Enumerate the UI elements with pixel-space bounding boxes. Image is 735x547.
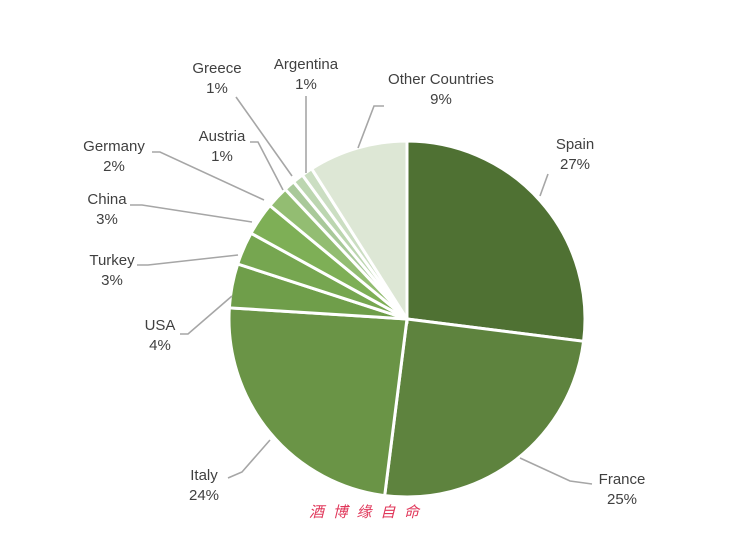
slice-value-italy: 24%	[189, 487, 219, 504]
slice-value-turkey: 3%	[101, 272, 123, 289]
slice-label-turkey: Turkey	[89, 252, 135, 269]
slice-label-china: China	[87, 191, 127, 208]
leader-line-other-countries	[357, 105, 384, 149]
pie-slice-other-countries	[309, 139, 409, 325]
slice-value-argentina: 1%	[295, 76, 317, 93]
slice-value-usa: 4%	[149, 337, 171, 354]
leader-line-italy	[227, 439, 271, 479]
slice-value-france: 25%	[607, 491, 637, 508]
slice-label-spain: Spain	[556, 136, 594, 153]
leader-line-china	[130, 204, 253, 223]
leader-line-turkey	[137, 254, 239, 266]
slice-value-austria: 1%	[211, 148, 233, 165]
slice-label-germany: Germany	[83, 138, 145, 155]
watermark-text: 酒 博 缘 自 命	[309, 503, 421, 521]
slice-value-spain: 27%	[560, 156, 590, 173]
leader-line-greece	[235, 96, 293, 177]
slice-value-china: 3%	[96, 211, 118, 228]
slice-label-usa: USA	[145, 317, 176, 334]
leader-line-usa	[180, 295, 233, 335]
slice-label-austria: Austria	[199, 128, 246, 145]
watermark: 酒 博 缘 自 命	[309, 503, 421, 521]
slice-labels: Spain 27% France 25% Italy 24% USA 4% Turkey 3% Ch…	[83, 56, 645, 508]
pie-slice-italy	[227, 306, 409, 498]
slice-value-greece: 1%	[206, 80, 228, 97]
pie-slices	[227, 139, 587, 499]
slice-label-other-countries: Other Countries	[388, 71, 494, 88]
slice-label-italy: Italy	[190, 467, 218, 484]
leader-line-germany	[152, 151, 265, 201]
slice-value-other-countries: 9%	[430, 91, 452, 108]
slice-label-greece: Greece	[192, 60, 241, 77]
pie-slice-spain	[405, 139, 587, 343]
leader-line-france	[519, 457, 593, 485]
pie-slice-france	[383, 317, 586, 499]
leader-line-austria	[250, 141, 284, 191]
leader-line-spain	[539, 173, 549, 197]
leader-lines	[130, 96, 593, 485]
slice-label-france: France	[599, 471, 646, 488]
slice-value-germany: 2%	[103, 158, 125, 175]
slice-label-argentina: Argentina	[274, 56, 339, 73]
